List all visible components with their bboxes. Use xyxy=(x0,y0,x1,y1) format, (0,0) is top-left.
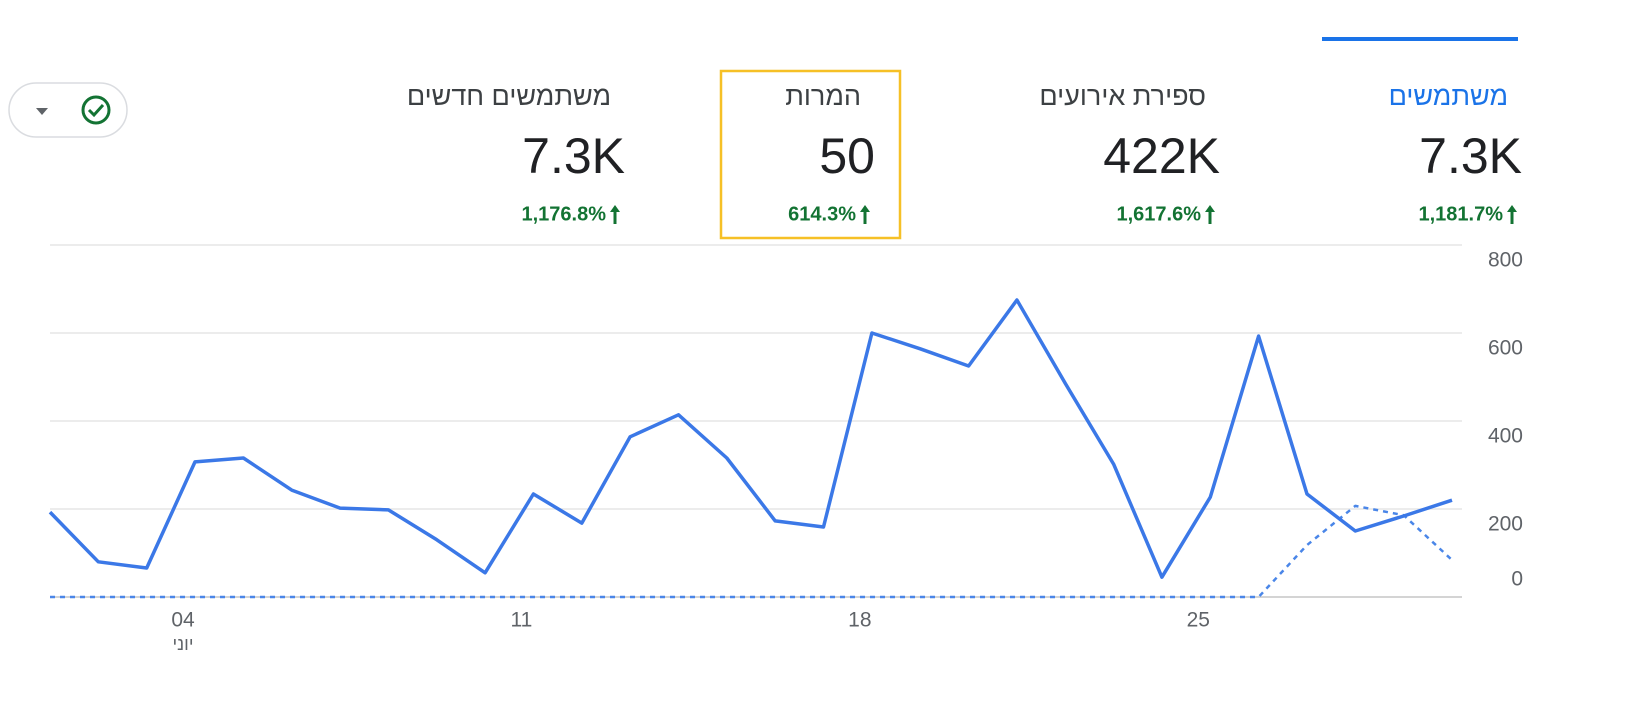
up-arrow xyxy=(1205,205,1215,224)
metric-tab[interactable]: המרות 50 614.3% xyxy=(719,69,902,240)
y-tick-label: 0 xyxy=(1511,568,1523,591)
x-tick-label: 04 xyxy=(171,609,195,632)
y-tick-label: 200 xyxy=(1488,513,1523,536)
check-mark xyxy=(87,103,105,118)
data-line xyxy=(48,298,1453,579)
metric-title: משתמשים xyxy=(1389,81,1508,111)
compare-dropdown[interactable] xyxy=(8,82,128,138)
up-arrow xyxy=(610,205,620,224)
metric-tab[interactable]: משתמשים חדשים 7.3K 1,176.8% xyxy=(407,81,625,225)
metric-change: 1,617.6% xyxy=(1116,203,1201,225)
metric-title: משתמשים חדשים xyxy=(407,81,611,111)
y-tick-label: 400 xyxy=(1488,425,1523,448)
metric-change: 1,176.8% xyxy=(521,203,606,225)
metric-value: 7.3K xyxy=(522,128,625,184)
metric-change: 1,181.7% xyxy=(1418,203,1503,225)
y-tick-label: 600 xyxy=(1488,337,1523,360)
up-arrow xyxy=(1507,205,1517,224)
metric-value: 50 xyxy=(819,128,875,184)
comparison-line xyxy=(50,504,1453,599)
metric-tab[interactable]: ספירת אירועים 422K 1,617.6% xyxy=(1039,81,1220,225)
x-tick-label: 18 xyxy=(848,609,871,632)
x-tick-label: 11 xyxy=(511,609,533,632)
up-arrow xyxy=(860,205,870,224)
highlight-box xyxy=(719,69,902,240)
month-label: יוני xyxy=(173,634,194,654)
metric-title: ספירת אירועים xyxy=(1039,81,1206,111)
metric-change: 614.3% xyxy=(788,203,856,225)
metric-value: 7.3K xyxy=(1419,128,1522,184)
metric-tab[interactable]: משתמשים 7.3K 1,181.7% xyxy=(1322,37,1522,225)
y-tick-label: 800 xyxy=(1488,249,1523,272)
selected-indicator xyxy=(1322,37,1518,41)
metric-title: המרות xyxy=(785,81,861,111)
metric-value: 422K xyxy=(1103,128,1220,184)
x-tick-label: 25 xyxy=(1187,609,1210,632)
dropdown-arrow xyxy=(36,108,48,115)
check-icon xyxy=(81,95,111,125)
